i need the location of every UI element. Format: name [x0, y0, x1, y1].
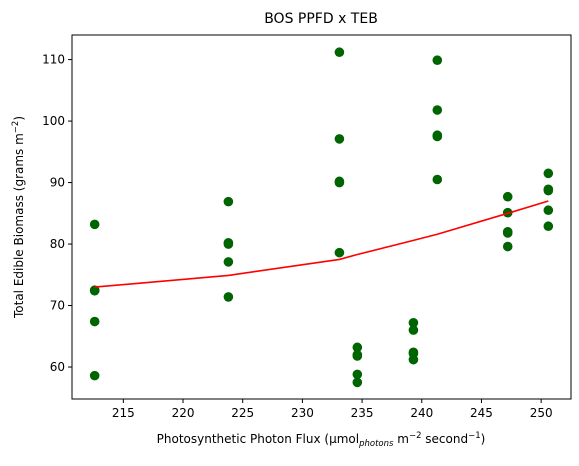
- data-point: [408, 354, 419, 365]
- y-tick-label: 100: [42, 114, 65, 128]
- y-tick-label: 60: [50, 360, 65, 374]
- x-tick-label: 235: [351, 406, 374, 420]
- data-point: [89, 316, 100, 327]
- x-tick-label: 220: [172, 406, 195, 420]
- x-axis-label-sup2: −1: [468, 431, 481, 441]
- data-point: [352, 351, 363, 361]
- x-tick-label: 240: [410, 406, 433, 420]
- y-axis-label-end: ): [12, 116, 26, 121]
- x-tick-label: 230: [291, 406, 314, 420]
- data-point: [502, 228, 513, 238]
- y-axis-label-sup: −2: [11, 121, 21, 134]
- data-point: [334, 134, 345, 144]
- data-point: [223, 292, 234, 302]
- x-axis-label-end: ): [481, 432, 486, 446]
- y-tick-label: 70: [50, 299, 65, 313]
- data-point: [502, 191, 513, 202]
- data-point: [432, 131, 443, 142]
- data-point: [352, 369, 363, 380]
- data-point: [334, 177, 345, 188]
- data-point: [432, 174, 443, 185]
- data-point: [543, 168, 554, 179]
- x-axis-label-mid: m: [393, 432, 409, 446]
- data-point: [408, 317, 419, 328]
- data-point: [543, 221, 554, 232]
- data-point: [543, 185, 554, 196]
- fit-line: [94, 200, 549, 288]
- data-point: [89, 219, 100, 230]
- data-point: [432, 105, 443, 115]
- data-point: [408, 325, 419, 335]
- x-tick-label: 225: [231, 406, 254, 420]
- x-axis-label-main: Photosynthetic Photon Flux (μmol: [157, 432, 359, 446]
- x-axis-label-sup1: −2: [409, 431, 422, 441]
- data-point: [334, 247, 345, 258]
- data-points: [89, 47, 554, 388]
- data-point: [89, 285, 100, 296]
- x-axis-label-sub: photons: [358, 439, 394, 449]
- plot-frame: [71, 34, 572, 400]
- fit-line-layer: [94, 200, 549, 288]
- x-tick-label: 245: [470, 406, 493, 420]
- data-point: [352, 342, 363, 353]
- y-tick-label: 110: [42, 53, 65, 67]
- y-axis-label: Total Edible Biomass (grams m−2): [11, 116, 26, 319]
- y-tick-label: 90: [50, 176, 65, 190]
- chart-title: BOS PPFD x TEB: [264, 11, 378, 27]
- data-point: [352, 377, 363, 388]
- data-point: [432, 55, 443, 66]
- data-point: [543, 205, 554, 216]
- data-point: [334, 47, 345, 58]
- data-point: [223, 257, 234, 267]
- y-axis-ticks: 60 70 80 90 100 110: [42, 53, 72, 374]
- x-axis-label-mid2: second: [421, 432, 468, 446]
- data-point: [223, 196, 234, 207]
- x-tick-label: 250: [530, 406, 553, 420]
- y-tick-label: 80: [50, 237, 65, 251]
- data-point: [89, 370, 100, 381]
- data-point: [502, 241, 513, 252]
- x-axis-ticks: 215 220 225 230 235 240 245 250: [112, 399, 553, 420]
- x-axis-label: Photosynthetic Photon Flux (μmolphotons …: [157, 431, 486, 449]
- data-point: [223, 239, 234, 249]
- x-tick-label: 215: [112, 406, 135, 420]
- y-axis-label-main: Total Edible Biomass (grams m: [12, 133, 26, 319]
